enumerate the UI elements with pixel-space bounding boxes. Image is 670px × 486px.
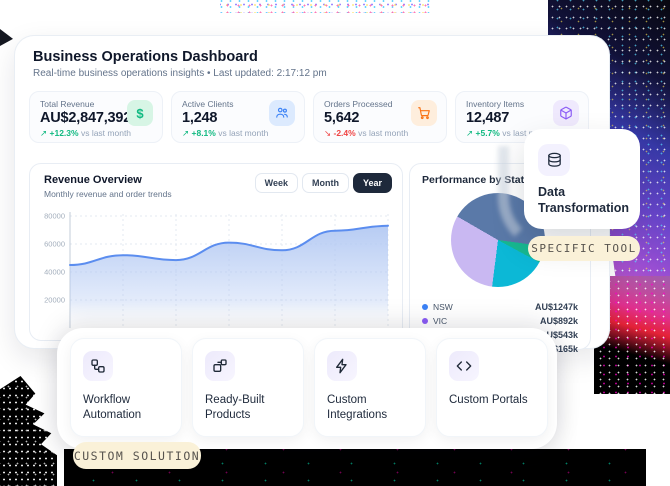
revenue-subtitle: Monthly revenue and order trends (44, 189, 172, 199)
data-transformation-card[interactable]: Data Transformation (524, 129, 640, 229)
tab-week[interactable]: Week (254, 173, 298, 193)
solution-label: Custom Portals (449, 394, 528, 406)
stat-label: Orders Processed (324, 99, 393, 109)
tab-month[interactable]: Month (301, 173, 349, 193)
trend-up-icon: ↗ (40, 128, 48, 138)
legend-row-nsw: NSW AU$1247k (410, 300, 590, 314)
stat-value: AU$2,847,392 (40, 110, 132, 126)
solution-label: Custom Integrations (327, 394, 388, 421)
zap-icon (327, 351, 357, 381)
glitch-noise-top (220, 0, 434, 13)
page-subtitle: Real-time business operations insights •… (33, 68, 327, 79)
legend-row-vic: VIC AU$892k (410, 314, 590, 328)
stat-value: 5,642 (324, 110, 360, 126)
stat-delta: ↗ +12.3% vs last month (40, 128, 132, 138)
stat-label: Inventory Items (466, 99, 525, 109)
database-icon (538, 144, 570, 176)
solution-card-custom-integrations[interactable]: Custom Integrations (314, 338, 426, 437)
solution-card-ready-built-products[interactable]: Ready-Built Products (192, 338, 304, 437)
dollar-icon: $ (127, 100, 153, 126)
trend-down-icon: ↘ (324, 128, 332, 138)
legend-row-3: AU$543k (410, 328, 590, 342)
svg-text:40000: 40000 (44, 268, 65, 277)
stat-label: Active Clients (182, 99, 234, 109)
solution-label: Workflow Automation (83, 394, 142, 421)
glitch-noise-left-wedge (0, 29, 13, 46)
specific-tool-badge: SPECIFIC TOOL (528, 236, 640, 261)
users-icon (269, 100, 295, 126)
stat-card-total-revenue: Total Revenue AU$2,847,392 ↗ +12.3% vs l… (29, 91, 163, 143)
data-transformation-tail (498, 146, 559, 253)
stat-delta: ↗ +8.1% vs last month (182, 128, 269, 138)
revenue-range-tabs: Week Month Year (254, 173, 392, 193)
svg-text:80000: 80000 (44, 212, 65, 221)
cart-icon (411, 100, 437, 126)
revenue-overview-panel: Revenue Overview Monthly revenue and ord… (29, 163, 403, 341)
dashboard-card: Business Operations Dashboard Real-time … (14, 35, 610, 354)
revenue-area-chart: 80000 60000 40000 20000 (44, 212, 389, 328)
stat-delta: ↘ -2.4% vs last month (324, 128, 409, 138)
svg-text:20000: 20000 (44, 296, 65, 305)
custom-solution-badge: CUSTOM SOLUTION (73, 442, 201, 469)
solutions-sheet: Workflow Automation Ready-Built Products… (57, 328, 557, 449)
code-icon (449, 351, 479, 381)
stat-value: 12,487 (466, 110, 510, 126)
tab-year[interactable]: Year (352, 173, 392, 193)
revenue-title: Revenue Overview (44, 174, 142, 186)
solution-label: Ready-Built Products (205, 394, 265, 421)
legend-dot (422, 304, 428, 310)
stat-card-orders-processed: Orders Processed 5,642 ↘ -2.4% vs last m… (313, 91, 447, 143)
data-transformation-label: Data Transformation (538, 185, 629, 215)
page-title: Business Operations Dashboard (33, 49, 258, 65)
legend-dot (422, 318, 428, 324)
solution-card-custom-portals[interactable]: Custom Portals (436, 338, 548, 437)
svg-text:60000: 60000 (44, 240, 65, 249)
blocks-icon (205, 351, 235, 381)
legend-row-4: AU$165k (410, 342, 590, 356)
stat-value: 1,248 (182, 110, 218, 126)
glitch-noise-bottom-left (0, 376, 57, 486)
stat-card-active-clients: Active Clients 1,248 ↗ +8.1% vs last mon… (171, 91, 305, 143)
trend-up-icon: ↗ (182, 128, 190, 138)
stat-delta: ↗ +5.7% vs last month (466, 128, 553, 138)
package-icon (553, 100, 579, 126)
workflow-icon (83, 351, 113, 381)
stat-label: Total Revenue (40, 99, 95, 109)
solution-card-workflow-automation[interactable]: Workflow Automation (70, 338, 182, 437)
trend-up-icon: ↗ (466, 128, 474, 138)
